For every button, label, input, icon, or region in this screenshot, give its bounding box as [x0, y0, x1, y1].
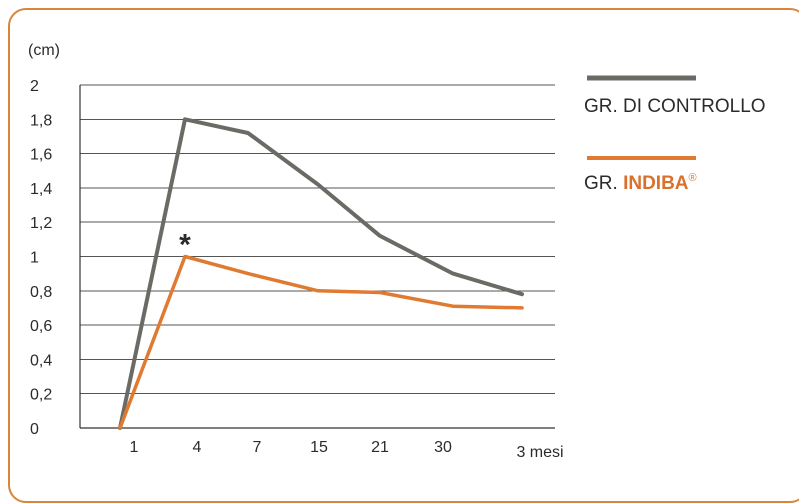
y-tick-label: 0,2 — [30, 387, 52, 404]
y-tick-label: 1,8 — [30, 112, 52, 129]
y-axis-unit-label: (cm) — [28, 42, 60, 59]
chart-gridlines — [80, 84, 555, 429]
y-tick-label: 1,2 — [30, 215, 52, 232]
x-tick-label: 1 — [130, 439, 139, 456]
x-tick-label: 30 — [434, 439, 452, 456]
legend-label-indiba: GR. INDIBA® — [584, 172, 697, 194]
y-tick-label: 1 — [30, 250, 39, 267]
x-tick-label: 21 — [371, 439, 389, 456]
x-tick-label: 7 — [253, 439, 262, 456]
significance-asterisk: * — [179, 229, 191, 262]
x-axis-ticks: 1 4 7 15 21 30 3 mesi — [130, 439, 564, 461]
series-line-indiba — [118, 254, 524, 430]
y-tick-label: 1,6 — [30, 147, 52, 164]
y-axis-ticks: 0 0,2 0,4 0,6 0,8 1 1,2 1,4 1,6 1,8 2 — [30, 78, 52, 438]
chart-legend: GR. DI CONTROLLO GR. INDIBA® — [584, 75, 766, 194]
y-tick-label: 0,8 — [30, 284, 52, 301]
y-tick-label: 0,6 — [30, 318, 52, 335]
x-tick-label: 15 — [310, 439, 328, 456]
chart-series — [118, 117, 524, 430]
y-tick-label: 0,4 — [30, 352, 52, 369]
y-tick-label: 0 — [30, 421, 39, 438]
x-tick-label: 4 — [193, 439, 202, 456]
chart-axes — [79, 85, 555, 429]
y-tick-label: 2 — [30, 78, 39, 95]
x-tick-label: 3 mesi — [516, 444, 563, 461]
chart-annotations: * — [179, 229, 191, 262]
legend-label-controllo: GR. DI CONTROLLO — [584, 96, 766, 117]
y-tick-label: 1,4 — [30, 181, 52, 198]
series-line-controllo — [118, 117, 524, 430]
